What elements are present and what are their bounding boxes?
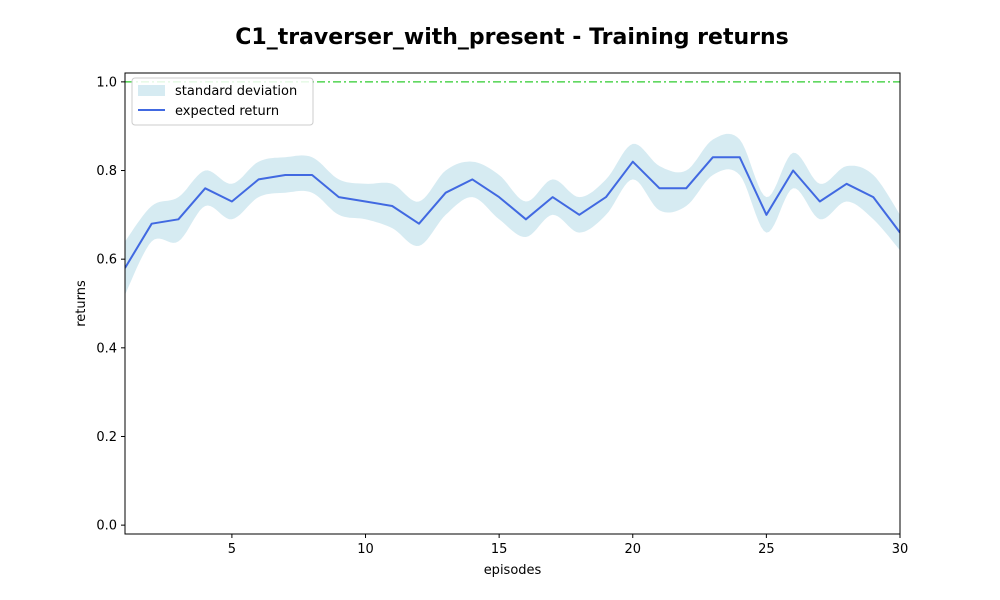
y-tick-label: 1.0 — [96, 75, 117, 90]
std-band — [125, 133, 900, 295]
legend-label-expected-return: expected return — [175, 104, 279, 119]
axes-frame — [124, 72, 901, 535]
x-tick-label: 10 — [357, 542, 374, 557]
legend: standard deviation expected return — [131, 77, 314, 126]
y-tick-label: 0.8 — [96, 164, 117, 179]
y-axis-label: returns — [74, 280, 89, 327]
x-axis-label: episodes — [484, 563, 542, 578]
y-tick-label: 0.4 — [96, 341, 117, 356]
y-tick-label: 0.6 — [96, 253, 117, 268]
x-tick-label: 5 — [228, 542, 236, 557]
series-line-expected-return — [125, 156, 900, 269]
x-tick-label: 15 — [491, 542, 508, 557]
y-tick-label: 0.0 — [96, 519, 117, 534]
legend-swatch-standard-deviation — [138, 85, 165, 96]
x-tick-label: 25 — [758, 542, 775, 557]
axis-ticks: 5 10 15 20 25 30 0.0 0.2 0.4 0.6 0.8 1.0 — [96, 75, 908, 557]
legend-label-standard-deviation: standard deviation — [175, 84, 297, 99]
y-tick-label: 0.2 — [96, 430, 117, 445]
legend-box — [131, 77, 314, 126]
x-tick-label: 20 — [624, 542, 641, 557]
x-tick-label: 30 — [892, 542, 909, 557]
chart-title: C1_traverser_with_present - Training ret… — [235, 25, 789, 50]
